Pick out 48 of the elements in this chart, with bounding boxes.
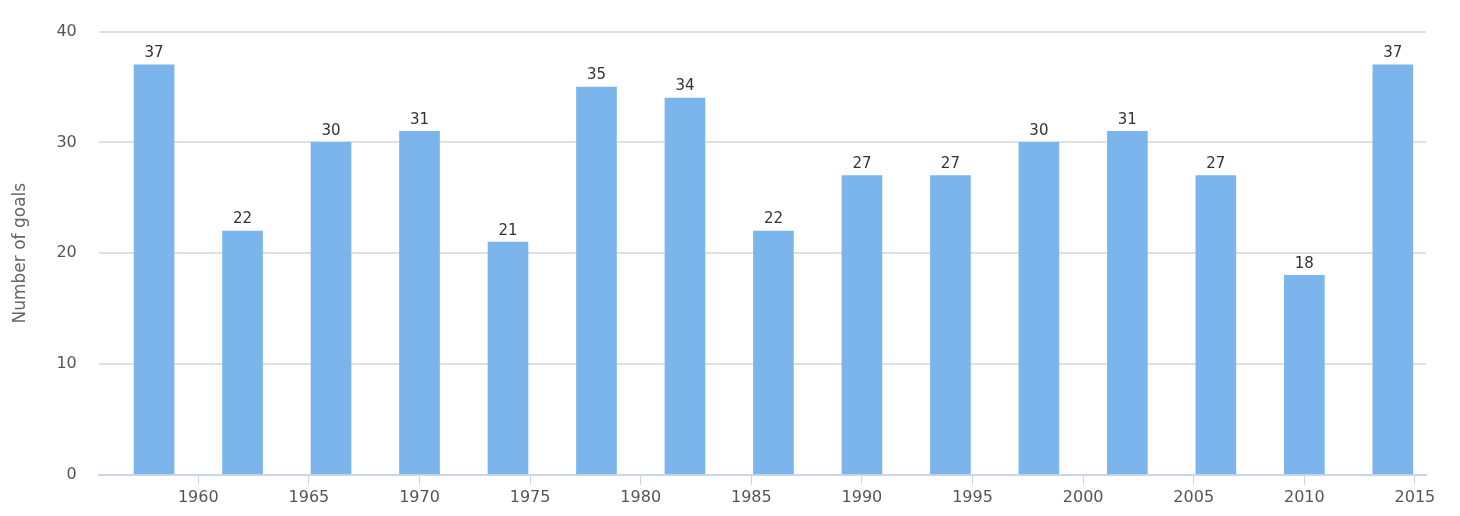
data-label: 31	[409, 109, 430, 128]
data-label: 21	[498, 220, 518, 239]
data-label: 27	[1206, 154, 1226, 173]
data-label: 22	[233, 209, 253, 228]
data-label: 30	[1029, 120, 1049, 139]
x-tick-label: 1970	[399, 486, 440, 506]
data-label: 27	[852, 154, 872, 173]
data-label: 34	[675, 76, 695, 95]
bar	[753, 230, 794, 475]
x-tick-label: 1990	[841, 486, 883, 506]
x-tick-label: 2005	[1173, 486, 1215, 506]
x-tick-label: 2010	[1283, 486, 1325, 506]
data-label: 22	[763, 209, 783, 228]
bar	[1195, 175, 1237, 475]
y-tick-label: 0	[66, 463, 77, 483]
bar	[310, 142, 352, 475]
bar	[1372, 64, 1414, 475]
bar	[487, 241, 529, 475]
y-tick-label: 30	[56, 131, 77, 151]
x-tick-label: 1975	[509, 486, 551, 506]
bar	[576, 86, 617, 475]
x-tick-label: 1960	[177, 486, 219, 506]
data-label: 31	[1117, 109, 1137, 128]
y-tick-label: 40	[56, 20, 77, 40]
data-label: 37	[1383, 43, 1403, 62]
bar	[1107, 130, 1148, 475]
bar	[399, 130, 440, 475]
data-label: 27	[940, 154, 960, 173]
data-label: 37	[144, 43, 164, 62]
bar	[222, 230, 263, 475]
data-label: 18	[1294, 253, 1314, 272]
bar	[1018, 142, 1060, 475]
y-axis-title: Number of goals	[8, 182, 29, 324]
x-tick-label: 1985	[730, 486, 772, 506]
bar	[133, 64, 175, 475]
x-tick-label: 2000	[1062, 486, 1104, 506]
data-label: 35	[586, 65, 607, 84]
bar	[664, 97, 706, 475]
bar	[841, 175, 883, 475]
y-tick-label: 20	[56, 242, 77, 262]
bar	[930, 175, 971, 475]
bar	[1284, 275, 1325, 475]
x-tick-label: 2015	[1394, 486, 1436, 506]
x-tick-label: 1980	[620, 486, 662, 506]
x-tick-label: 1965	[288, 486, 330, 506]
y-tick-label: 10	[56, 353, 77, 373]
data-label: 30	[321, 120, 341, 139]
x-tick-label: 1995	[952, 486, 993, 506]
